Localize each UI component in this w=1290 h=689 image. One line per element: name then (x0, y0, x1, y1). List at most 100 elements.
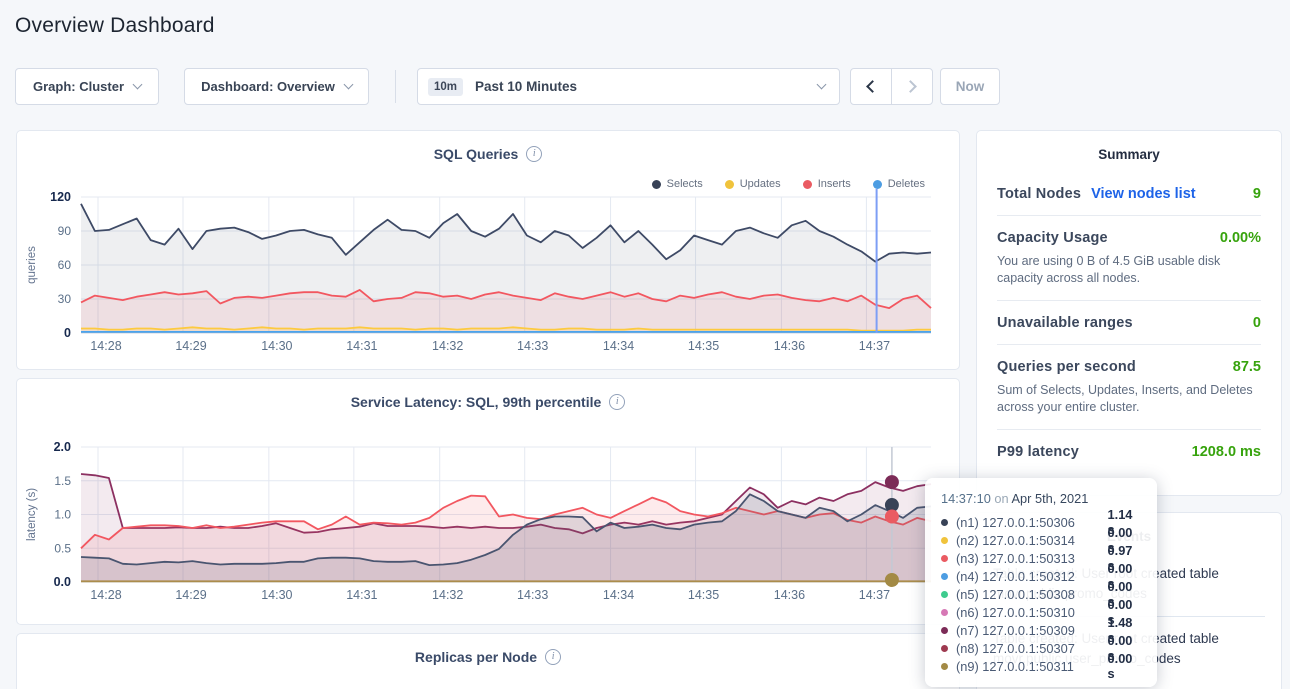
legend-item: Updates (724, 178, 781, 190)
time-back-button[interactable] (851, 69, 891, 104)
chevron-right-icon (904, 80, 917, 93)
tooltip-row: (n3) 127.0.0.1:50313 0.97 s (941, 543, 1143, 573)
svg-text:14:30: 14:30 (261, 339, 292, 353)
summary-value: 0 (1252, 315, 1261, 331)
svg-text:14:33: 14:33 (517, 339, 548, 353)
svg-text:0.0: 0.0 (54, 575, 71, 589)
node-dot-icon (941, 662, 948, 670)
info-icon[interactable]: i (545, 649, 562, 665)
svg-text:1.0: 1.0 (54, 508, 71, 522)
svg-text:60: 60 (58, 258, 72, 272)
legend-item: Selects (651, 178, 703, 190)
svg-text:30: 30 (58, 292, 72, 306)
legend-dot-icon (651, 179, 661, 189)
chart-title: Service Latency: SQL, 99th percentile (350, 394, 602, 410)
time-range-badge: 10m (428, 77, 464, 96)
time-step-buttons (850, 68, 933, 105)
svg-text:0.5: 0.5 (54, 541, 71, 555)
summary-label: Capacity Usage (997, 230, 1108, 246)
summary-value: 87.5 (1232, 359, 1261, 375)
tooltip-on: on (994, 491, 1009, 506)
tooltip-row: (n7) 127.0.0.1:50309 1.48 s (941, 615, 1143, 645)
svg-text:0: 0 (64, 326, 71, 340)
node-dot-icon (941, 608, 948, 616)
tooltip-row: (n1) 127.0.0.1:50306 1.14 s (941, 507, 1143, 537)
svg-text:14:36: 14:36 (774, 588, 805, 602)
tooltip-row: (n5) 127.0.0.1:50308 0.00 s (941, 579, 1143, 609)
node-dot-icon (941, 554, 948, 562)
tooltip-time: 14:37:10 (941, 491, 991, 506)
svg-text:14:32: 14:32 (432, 339, 463, 353)
svg-text:120: 120 (50, 190, 71, 204)
svg-text:latency (s): latency (s) (26, 488, 38, 541)
svg-text:14:37: 14:37 (859, 339, 890, 353)
chevron-down-icon (816, 79, 827, 90)
node-dot-icon (941, 518, 948, 526)
graph-dropdown-label: Graph: Cluster (32, 79, 124, 94)
svg-text:14:35: 14:35 (688, 339, 719, 353)
service-latency-chart[interactable]: 0.0 0.5 1.0 1.5 2.0 14:28 14:29 14:30 14:31 14:32… (17, 437, 961, 614)
summary-title: Summary (1098, 147, 1160, 162)
svg-text:14:37: 14:37 (859, 588, 890, 602)
view-nodes-list-link[interactable]: View nodes list (1091, 186, 1196, 202)
dashboard-dropdown-label: Dashboard: Overview (201, 79, 335, 94)
chevron-left-icon (866, 80, 879, 93)
svg-text:14:34: 14:34 (603, 588, 634, 602)
svg-text:14:34: 14:34 (603, 339, 634, 353)
summary-subtext: You are using 0 B of 4.5 GiB usable disk… (997, 254, 1221, 285)
chart-hover-tooltip: 14:37:10 on Apr 5th, 2021 (n1) 127.0.0.1… (925, 478, 1157, 687)
chart-header: SQL Queries i (17, 131, 959, 162)
legend-dot-icon (724, 179, 734, 189)
summary-item-unavailable-ranges: Unavailable ranges 0 (997, 300, 1261, 344)
svg-text:14:36: 14:36 (774, 339, 805, 353)
info-icon[interactable]: i (609, 394, 626, 410)
chevron-down-icon (343, 79, 354, 90)
tooltip-rows: (n1) 127.0.0.1:50306 1.14 s (n2) 127.0.0.1… (941, 507, 1143, 681)
tooltip-row: (n9) 127.0.0.1:50311 0.00 s (941, 651, 1143, 681)
summary-label: Queries per second (997, 359, 1136, 375)
service-latency-panel: Service Latency: SQL, 99th percentile i … (16, 378, 960, 625)
summary-label: Total Nodes (997, 186, 1082, 202)
summary-value: 9 (1252, 186, 1261, 202)
chart-legend: Selects Updates Inserts Deletes (651, 178, 925, 190)
now-button[interactable]: Now (940, 68, 1000, 105)
svg-text:2.0: 2.0 (54, 440, 71, 454)
time-range-label: Past 10 Minutes (475, 79, 578, 94)
summary-item-total-nodes: Total Nodes View nodes list 9 (997, 172, 1261, 215)
svg-text:queries: queries (26, 246, 38, 284)
divider (395, 70, 396, 103)
legend-item: Inserts (802, 178, 851, 190)
graph-dropdown[interactable]: Graph: Cluster (15, 68, 159, 105)
chart-title: Replicas per Node (414, 649, 538, 665)
dashboard-dropdown[interactable]: Dashboard: Overview (184, 68, 369, 105)
svg-text:14:30: 14:30 (261, 588, 292, 602)
node-dot-icon (941, 590, 948, 598)
time-range-dropdown[interactable]: 10m Past 10 Minutes (417, 68, 840, 105)
chart-header: Service Latency: SQL, 99th percentile i (17, 379, 959, 410)
node-dot-icon (941, 644, 948, 652)
legend-item: Deletes (872, 178, 925, 190)
time-forward-button[interactable] (891, 69, 932, 104)
svg-text:14:28: 14:28 (90, 588, 121, 602)
info-icon[interactable]: i (526, 146, 543, 162)
chevron-down-icon (132, 79, 143, 90)
legend-dot-icon (872, 179, 882, 189)
chart-title: SQL Queries (433, 146, 519, 162)
svg-text:14:28: 14:28 (90, 339, 121, 353)
summary-label: P99 latency (997, 444, 1079, 460)
svg-text:90: 90 (58, 224, 72, 238)
svg-text:14:35: 14:35 (688, 588, 719, 602)
legend-dot-icon (802, 179, 812, 189)
summary-item-queries-per-second: Queries per second 87.5 Sum of Selects, … (997, 344, 1261, 429)
now-button-label: Now (955, 79, 985, 94)
tooltip-row: (n4) 127.0.0.1:50312 0.00 s (941, 561, 1143, 591)
chart-header: Replicas per Node i (17, 634, 959, 665)
node-dot-icon (941, 572, 948, 580)
node-dot-icon (941, 626, 948, 634)
summary-subtext: Sum of Selects, Updates, Inserts, and De… (997, 383, 1253, 414)
summary-item-capacity-usage: Capacity Usage 0.00% You are using 0 B o… (997, 215, 1261, 300)
svg-text:14:29: 14:29 (175, 588, 206, 602)
sql-queries-chart[interactable]: 0 30 60 90 120 14:28 14:29 14:30 14:31 14:32 14:33… (17, 185, 961, 362)
summary-item-p99-latency: P99 latency 1208.0 ms (997, 429, 1261, 473)
